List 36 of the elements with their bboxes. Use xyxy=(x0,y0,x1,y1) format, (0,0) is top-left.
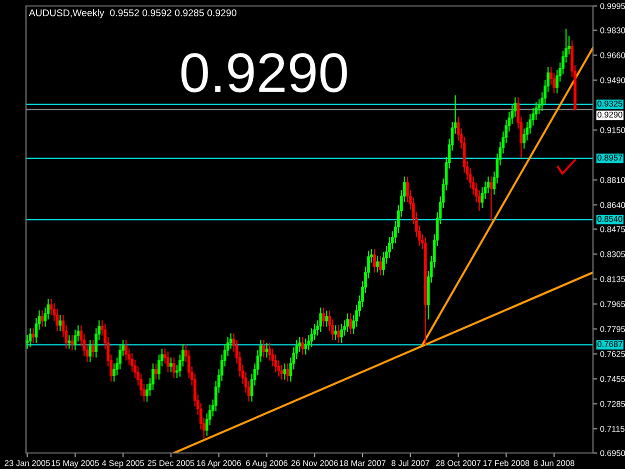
x-tick-label: 17 Feb 2008 xyxy=(483,460,530,466)
x-tick-label: 8 Jun 2008 xyxy=(534,460,574,466)
ref-line-label: 0.9325 xyxy=(597,100,622,107)
y-tick-label: 0.7285 xyxy=(600,401,625,407)
x-tick-label: 23 Jan 2005 xyxy=(4,460,50,466)
y-tick-label: 0.7625 xyxy=(600,351,625,358)
y-tick-label: 0.7115 xyxy=(600,426,624,432)
x-tick-label: 28 Oct 2007 xyxy=(436,460,481,466)
x-tick-label: 4 Sep 2005 xyxy=(102,460,144,468)
x-tick-label: 8 Jul 2007 xyxy=(392,460,430,466)
chart-title: AUDUSD,Weekly 0.9552 0.9592 0.9285 0.9290 xyxy=(28,9,236,18)
ref-line-label: 0.8957 xyxy=(597,154,622,161)
y-tick-label: 0.8810 xyxy=(600,177,625,184)
y-tick-label: 0.6950 xyxy=(600,450,625,456)
annotation: 0.9290 xyxy=(181,53,347,92)
ref-line-label: 0.9290 xyxy=(597,112,622,118)
y-tick-label: 0.8640 xyxy=(600,202,625,208)
y-tick-label: 0.9995 xyxy=(600,3,625,10)
y-tick-label: 0.9490 xyxy=(600,77,625,84)
x-tick-label: 26 Nov 2006 xyxy=(291,460,338,466)
y-tick-label: 0.9660 xyxy=(600,52,625,58)
y-tick-label: 0.9830 xyxy=(600,27,625,34)
y-tick-label: 0.8135 xyxy=(600,276,625,282)
x-tick-label: 25 Dec 2005 xyxy=(148,460,194,466)
ref-line-label: 0.8540 xyxy=(597,216,622,222)
y-tick-label: 0.7965 xyxy=(600,301,625,308)
x-tick-label: 15 May 2005 xyxy=(52,460,99,468)
y-tick-label: 0.7795 xyxy=(600,326,625,332)
y-tick-label: 0.8305 xyxy=(600,251,625,258)
x-tick-label: 18 Mar 2007 xyxy=(340,460,386,466)
x-tick-label: 16 Apr 2006 xyxy=(197,460,241,468)
y-tick-label: 0.9150 xyxy=(600,127,625,134)
ref-line-label: 0.7687 xyxy=(597,341,622,348)
y-tick-label: 0.7455 xyxy=(600,376,625,382)
x-tick-label: 6 Aug 2006 xyxy=(246,460,288,468)
y-tick-label: 0.8475 xyxy=(600,226,625,232)
